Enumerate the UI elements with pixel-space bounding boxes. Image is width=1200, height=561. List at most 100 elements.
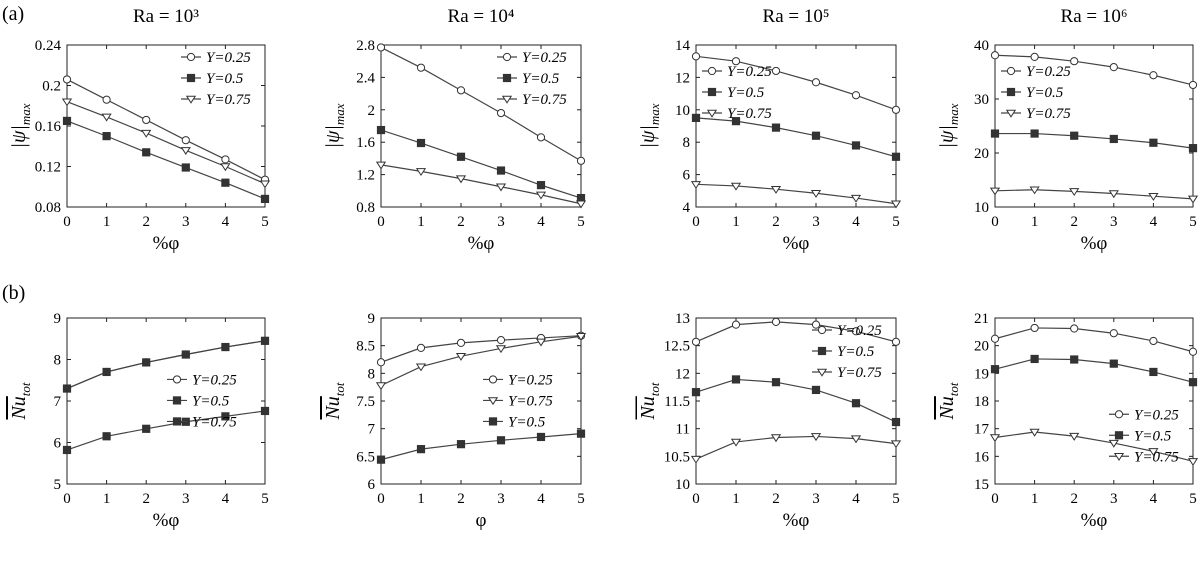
x-axis-label: %φ (153, 233, 180, 254)
y-tick-label: 2.4 (356, 70, 375, 86)
data-point (62, 75, 72, 84)
data-point (62, 445, 72, 455)
data-point (181, 136, 190, 145)
x-tick-label: 4 (537, 214, 545, 230)
legend-label: Y=0.25 (1134, 407, 1179, 423)
y-tick-label: 12 (675, 366, 690, 382)
data-point (260, 194, 270, 204)
data-point (851, 327, 861, 336)
y-axis-label: |ψ|max (322, 103, 347, 148)
x-axis-label: %φ (1081, 510, 1108, 531)
data-point (1188, 347, 1198, 356)
data-point (1149, 367, 1158, 377)
data-point (1187, 458, 1199, 467)
data-point (891, 417, 901, 427)
legend: Y=0.25 Y=0.5 Y=0.75 (1109, 407, 1179, 465)
chart-2: 0 1 2 3 4 5 0.8 1.2 1.6 2 2.4 2.8 Ra = 10⁴ %φ |ψ|max Y=… (322, 6, 587, 254)
data-point (1029, 186, 1040, 195)
y-tick-label: 13 (675, 311, 690, 327)
legend: Y=0.25 Y=0.5 Y=0.75 (181, 50, 251, 108)
legend-marker (1005, 109, 1017, 118)
data-point (1149, 336, 1158, 346)
legend-label: Y=0.75 (837, 365, 882, 381)
legend-label: Y=0.25 (727, 64, 772, 80)
data-point (576, 429, 586, 438)
data-point (811, 78, 821, 87)
data-point (575, 333, 587, 341)
data-point (496, 108, 506, 118)
legend-marker (487, 397, 499, 406)
y-tick-label: 30 (974, 92, 989, 108)
data-point (1070, 355, 1079, 364)
legend-label: Y=0.75 (522, 92, 567, 108)
x-tick-label: 3 (182, 491, 190, 507)
legend-label: Y=0.5 (837, 344, 875, 360)
data-point (771, 317, 781, 326)
y-tick-label: 6 (683, 168, 691, 184)
chart-8: 0 1 2 3 4 515161718192021%φNutotY=0.25Y=0.5Y=… (936, 311, 1199, 531)
data-point (62, 116, 72, 126)
x-tick-label: 1 (732, 214, 740, 230)
series-line-2 (380, 129, 582, 199)
x-tick-label: 4 (852, 491, 860, 507)
x-tick-label: 5 (892, 214, 900, 230)
y-tick-label: 14 (675, 38, 691, 54)
data-point (376, 125, 386, 135)
legend-marker (172, 417, 182, 426)
data-point (536, 133, 546, 142)
x-tick-label: 4 (852, 214, 860, 230)
data-point (771, 123, 781, 132)
legend-label: Y=0.75 (1134, 449, 1179, 465)
y-axis-label: |ψ|max (637, 103, 662, 148)
legend-marker (488, 417, 498, 426)
data-point (375, 161, 387, 170)
x-tick-label: 5 (1189, 491, 1197, 507)
data-point (811, 131, 821, 140)
data-point (731, 375, 741, 384)
data-point (376, 455, 386, 464)
series-line-3 (695, 183, 897, 205)
y-tick-label: 10 (675, 103, 690, 119)
x-tick-label: 5 (892, 491, 900, 507)
data-point (1148, 448, 1159, 457)
x-tick-label: 5 (577, 214, 585, 230)
x-axis-label: %φ (468, 233, 495, 254)
chart-6: 0 1 2 3 4 566.577.588.59φNutotY=0.25Y=0.75Y=0… (322, 311, 587, 531)
series-line-1 (66, 78, 266, 181)
y-tick-label: 9 (54, 311, 62, 327)
legend-marker (502, 73, 512, 83)
x-tick-label: 5 (1189, 214, 1197, 230)
x-tick-label: 2 (457, 214, 465, 230)
legend-marker (816, 368, 828, 377)
series-line-2 (695, 378, 897, 423)
data-point (536, 432, 546, 442)
x-tick-label: 3 (1110, 491, 1118, 507)
data-point (1188, 80, 1198, 90)
data-point (770, 185, 782, 194)
data-point (851, 91, 861, 100)
y-tick-label: 10.5 (664, 449, 690, 465)
data-point (221, 342, 230, 352)
y-tick-label: 40 (974, 38, 989, 54)
data-point (102, 95, 111, 104)
data-point (102, 432, 111, 441)
data-point (496, 166, 506, 175)
data-point (142, 115, 151, 125)
data-point (415, 168, 427, 177)
y-tick-label: 12 (675, 70, 690, 86)
legend-marker (1114, 410, 1124, 419)
y-tick-label: 8 (683, 135, 691, 151)
data-point (690, 181, 702, 190)
series-line-2 (380, 335, 582, 387)
x-tick-label: 1 (732, 491, 740, 507)
plot-frame (994, 44, 1194, 208)
data-point (536, 181, 546, 190)
x-tick-label: 1 (1031, 214, 1039, 230)
legend-marker (502, 52, 512, 62)
chart-5: 0 1 2 3 4 5 5 6 7 8 9 %φ Nutot Y=0.25 Y=0.5 Y=0.75 (8, 311, 270, 531)
plot-frame (66, 44, 266, 208)
y-tick-label: 2.8 (356, 38, 375, 54)
legend-label: Y=0.5 (508, 414, 546, 430)
